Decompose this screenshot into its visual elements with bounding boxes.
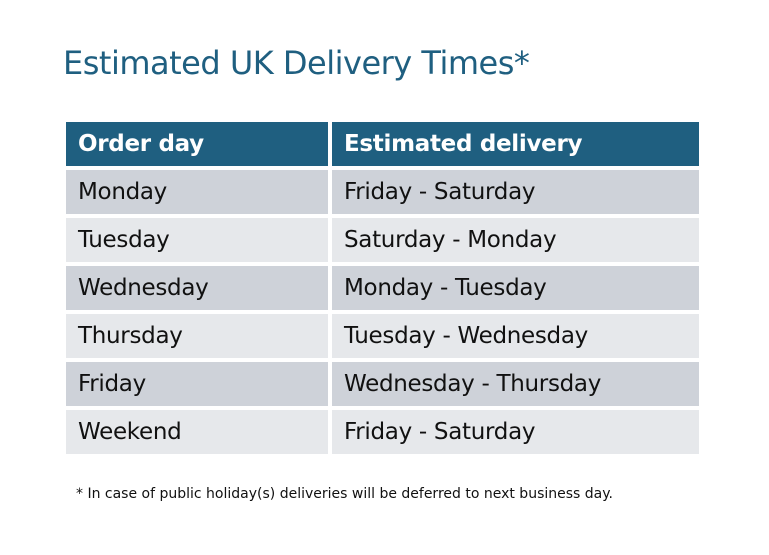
table-row: Monday Friday - Saturday — [66, 170, 699, 214]
table-header: Order day Estimated delivery — [66, 122, 699, 166]
order-day-cell: Monday — [66, 170, 328, 214]
table-row: Tuesday Saturday - Monday — [66, 218, 699, 262]
table-row: Wednesday Monday - Tuesday — [66, 266, 699, 310]
delivery-cell: Tuesday - Wednesday — [332, 314, 699, 358]
page-title: Estimated UK Delivery Times* — [63, 44, 530, 82]
footnote: * In case of public holiday(s) deliverie… — [76, 486, 613, 502]
table-row: Friday Wednesday - Thursday — [66, 362, 699, 406]
delivery-cell: Saturday - Monday — [332, 218, 699, 262]
delivery-table: Order day Estimated delivery Monday Frida… — [62, 118, 703, 458]
table-row: Thursday Tuesday - Wednesday — [66, 314, 699, 358]
order-day-cell: Tuesday — [66, 218, 328, 262]
header-estimated-delivery: Estimated delivery — [332, 122, 699, 166]
order-day-cell: Wednesday — [66, 266, 328, 310]
order-day-cell: Weekend — [66, 410, 328, 454]
header-order-day: Order day — [66, 122, 328, 166]
order-day-cell: Friday — [66, 362, 328, 406]
delivery-cell: Monday - Tuesday — [332, 266, 699, 310]
delivery-cell: Wednesday - Thursday — [332, 362, 699, 406]
order-day-cell: Thursday — [66, 314, 328, 358]
table-row: Weekend Friday - Saturday — [66, 410, 699, 454]
delivery-cell: Friday - Saturday — [332, 170, 699, 214]
delivery-cell: Friday - Saturday — [332, 410, 699, 454]
